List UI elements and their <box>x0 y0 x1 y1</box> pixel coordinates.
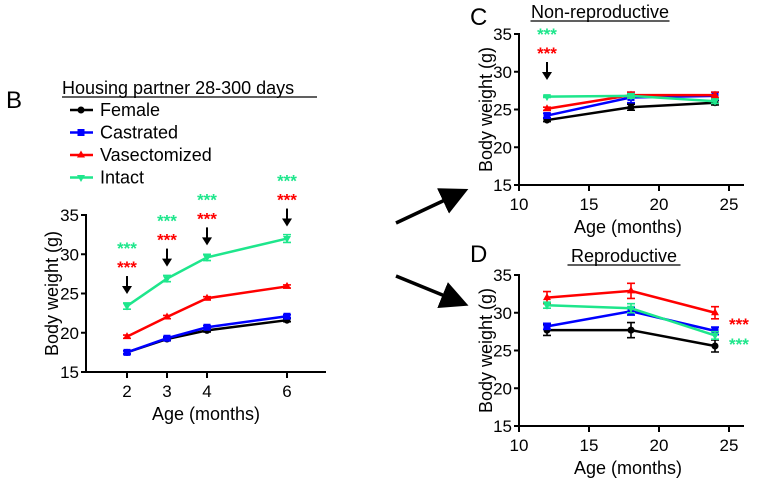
panel-b-ytick-label: 35 <box>60 206 79 225</box>
panel-b-significance-green: *** <box>117 239 137 258</box>
panel-b-vasectomized-point <box>163 312 171 320</box>
panel-d-xtick-label: 10 <box>510 436 529 455</box>
panel-c-castrated-point <box>543 112 551 120</box>
panel-b-legend-title: Housing partner 28-300 days <box>62 78 294 98</box>
panel-b-vasectomized-point <box>203 293 211 301</box>
panel-b-significance-red: *** <box>117 258 137 277</box>
panel-c-xtick-label: 20 <box>650 195 669 214</box>
arrow-down-icon <box>282 218 292 227</box>
panel-b-intact-point <box>163 276 171 284</box>
panel-d-ytick-label: 25 <box>493 342 512 361</box>
panel-c-vasectomized-point <box>711 90 719 98</box>
panel-d-xtick-label: 15 <box>580 436 599 455</box>
panel-d-xtick-label: 25 <box>720 436 739 455</box>
panel-b-series-vasectomized-line <box>126 285 288 338</box>
panel-c-title: Non-reproductive <box>531 2 669 22</box>
panel-b-significance-green: *** <box>277 172 297 191</box>
panel-b-vasectomized-point <box>283 281 291 289</box>
panel-b-ylabel: Body weight (g) <box>42 231 62 356</box>
panel-d-female-point <box>711 342 719 350</box>
panel-b-significance-red: *** <box>157 231 177 250</box>
panel-b-series-intact-line <box>126 237 288 308</box>
panel-d-significance-red: *** <box>729 315 749 334</box>
panel-d-ytick-label: 15 <box>493 417 512 436</box>
panel-b-series-castrated-line <box>126 315 288 354</box>
panel-b-significance-red: *** <box>197 209 217 228</box>
panel-c-intact-point <box>711 98 719 106</box>
panel-d-ytick-label: 35 <box>493 266 512 285</box>
arrow-down-icon <box>542 72 552 80</box>
panel-b-castrated-point <box>203 323 211 331</box>
panel-b-intact-point <box>123 303 131 311</box>
panel-c-ytick-label: 25 <box>493 101 512 120</box>
panel-d-xtick-label: 20 <box>650 436 669 455</box>
panel-d-vasectomized-point <box>627 286 635 294</box>
panel-d-intact-point <box>543 302 551 310</box>
panel-c-xlabel: Age (months) <box>574 217 682 237</box>
panel-c-xtick-label: 25 <box>720 195 739 214</box>
panel-d-intact-point <box>627 305 635 313</box>
panel-b-ytick-label: 15 <box>60 363 79 382</box>
panel-d-xlabel: Age (months) <box>574 458 682 478</box>
panel-d-ytick-label: 20 <box>493 379 512 398</box>
panel-c-significance-green: *** <box>537 25 557 44</box>
panel-c-intact-point <box>543 94 551 102</box>
panel-c-xtick-label: 10 <box>510 195 529 214</box>
panel-b-vasectomized-point <box>123 332 131 340</box>
panel-c-xtick-label: 15 <box>580 195 599 214</box>
panel-b-castrated-point <box>283 312 291 320</box>
panel-b-intact-point <box>203 254 211 262</box>
panel-b-xtick-label: 6 <box>282 382 291 401</box>
panel-d-significance-green: *** <box>729 335 749 354</box>
panel-d-castrated-point <box>543 322 551 330</box>
legend-item-female: Female <box>100 100 160 120</box>
legend-item-intact: Intact <box>100 168 144 188</box>
arrow-down-icon <box>122 286 132 295</box>
panel-d-ylabel: Body weight (g) <box>476 288 496 413</box>
panel-b-castrated-point <box>163 334 171 342</box>
panel-b-intact-point <box>283 236 291 244</box>
panel-b-significance-red: *** <box>277 191 297 210</box>
legend-item-castrated: Castrated <box>100 123 178 143</box>
panel-b-ytick-label: 20 <box>60 324 79 343</box>
panel-d-vasectomized-point <box>543 293 551 301</box>
panel-c-intact-point <box>627 93 635 101</box>
panel-d-female-point <box>627 326 635 334</box>
panel-d-title: Reproductive <box>571 246 677 266</box>
arrow-to-panel-c <box>395 188 469 225</box>
panel-b-xtick-label: 2 <box>122 382 131 401</box>
panel-c-ytick-label: 35 <box>493 25 512 44</box>
legend-item-vasectomized: Vasectomized <box>100 145 212 165</box>
panel-c-ytick-label: 30 <box>493 63 512 82</box>
panel-c-ytick-label: 15 <box>493 176 512 195</box>
panel-b-xlabel: Age (months) <box>152 404 260 424</box>
panel-b-xtick-label: 4 <box>202 382 211 401</box>
panel-c-vasectomized-point <box>543 104 551 112</box>
legend-intact-marker <box>77 175 85 182</box>
panel-c-female-point <box>627 103 635 111</box>
legend-vasectomized-marker <box>77 150 85 158</box>
arrow-to-panel-d <box>395 274 469 309</box>
panel-c-ytick-label: 20 <box>493 138 512 157</box>
panel-d-vasectomized-point <box>711 308 719 316</box>
panel-b-significance-green: *** <box>157 212 177 231</box>
panel-letter-d: D <box>470 241 487 268</box>
panel-c-ylabel: Body weight (g) <box>476 47 496 172</box>
panel-d-ytick-label: 30 <box>493 304 512 323</box>
legend-female-marker <box>77 106 85 114</box>
panel-b-castrated-point <box>123 348 131 356</box>
panel-d-intact-point <box>711 332 719 340</box>
panel-b-ytick-label: 25 <box>60 285 79 304</box>
panel-b-significance-green: *** <box>197 190 217 209</box>
panel-letter-c: C <box>470 4 487 31</box>
arrow-down-icon <box>202 237 212 246</box>
legend-castrated-marker <box>77 129 85 136</box>
panel-b-xtick-label: 3 <box>162 382 171 401</box>
arrow-down-icon <box>162 258 172 267</box>
panel-b-ytick-label: 30 <box>60 245 79 264</box>
panel-c-significance-red: *** <box>537 44 557 63</box>
panel-letter-b: B <box>6 87 22 114</box>
